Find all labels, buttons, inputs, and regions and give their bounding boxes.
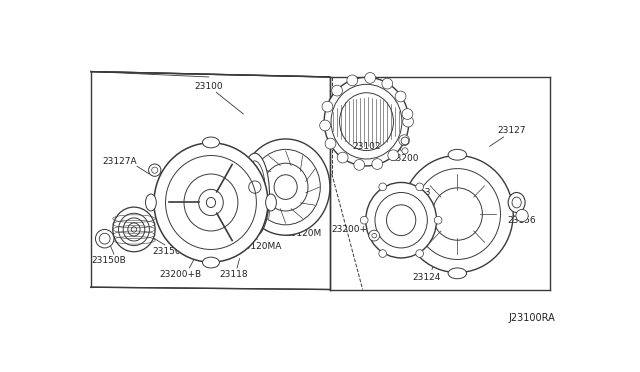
Ellipse shape [266, 194, 276, 211]
Text: 23124: 23124 [412, 273, 441, 282]
Ellipse shape [154, 143, 268, 262]
Ellipse shape [113, 207, 155, 252]
Circle shape [332, 85, 342, 96]
Circle shape [516, 209, 528, 222]
Circle shape [416, 250, 424, 257]
Text: 23135M: 23135M [390, 200, 427, 209]
Ellipse shape [401, 155, 513, 273]
Circle shape [95, 230, 114, 248]
Text: 23213: 23213 [403, 188, 431, 197]
Circle shape [354, 160, 365, 170]
Ellipse shape [241, 139, 330, 235]
Circle shape [379, 183, 387, 191]
Circle shape [249, 181, 261, 193]
Text: 23118: 23118 [220, 270, 248, 279]
Ellipse shape [202, 257, 220, 268]
Text: 23120MA: 23120MA [239, 242, 282, 251]
Ellipse shape [448, 150, 467, 160]
Circle shape [382, 78, 393, 89]
Ellipse shape [365, 183, 436, 258]
Circle shape [379, 250, 387, 257]
Text: 23200+B: 23200+B [159, 270, 201, 279]
Circle shape [399, 135, 410, 145]
Circle shape [402, 109, 413, 119]
Circle shape [416, 183, 424, 191]
Circle shape [325, 138, 336, 149]
Text: 23150B: 23150B [91, 256, 126, 265]
Ellipse shape [393, 205, 403, 223]
Text: 23100: 23100 [195, 83, 223, 92]
Circle shape [365, 73, 376, 83]
Text: 23156: 23156 [508, 216, 536, 225]
Text: 23200+A: 23200+A [332, 225, 374, 234]
Ellipse shape [240, 153, 269, 236]
Circle shape [347, 75, 358, 86]
Text: 23102: 23102 [352, 142, 381, 151]
Circle shape [395, 91, 406, 102]
Circle shape [360, 217, 368, 224]
Text: 23150: 23150 [152, 247, 180, 256]
Ellipse shape [324, 77, 409, 166]
Circle shape [435, 217, 442, 224]
Circle shape [369, 230, 380, 241]
Circle shape [320, 120, 330, 131]
Text: 23109: 23109 [292, 208, 321, 217]
Circle shape [148, 164, 161, 176]
Text: J23100RA: J23100RA [508, 313, 555, 323]
Text: 23127: 23127 [497, 126, 525, 135]
Circle shape [372, 158, 383, 169]
Text: 23120M: 23120M [285, 229, 321, 238]
Circle shape [322, 101, 333, 112]
Circle shape [403, 116, 413, 127]
Text: 23200: 23200 [391, 154, 419, 163]
Text: 23127A: 23127A [103, 157, 138, 166]
Circle shape [337, 152, 348, 163]
Ellipse shape [145, 194, 156, 211]
Ellipse shape [202, 137, 220, 148]
Ellipse shape [508, 192, 525, 212]
Circle shape [388, 150, 399, 161]
Ellipse shape [448, 268, 467, 279]
Ellipse shape [239, 176, 255, 198]
